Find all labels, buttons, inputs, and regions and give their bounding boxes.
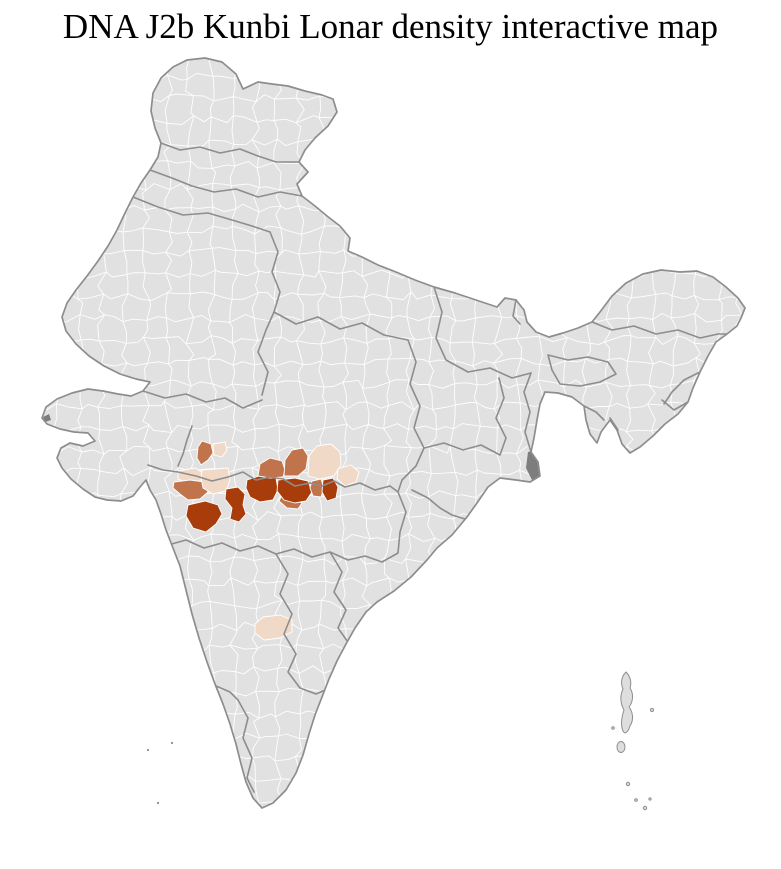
kutch-marsh-patch [43, 414, 51, 422]
district-density-mid[interactable] [196, 440, 214, 466]
district-density-mid[interactable] [172, 479, 209, 501]
district-density-low[interactable] [254, 614, 293, 641]
district-density-mid[interactable] [283, 447, 309, 477]
lakshadweep-islands [146, 741, 174, 805]
district-density-low[interactable] [307, 443, 342, 480]
india-landmass[interactable] [42, 58, 745, 808]
district-density-low[interactable] [336, 464, 360, 487]
district-density-low[interactable] [200, 467, 231, 495]
page-title: DNA J2b Kunbi Lonar density interactive … [62, 7, 719, 46]
district-density-low[interactable] [212, 441, 228, 458]
district-density-high[interactable] [185, 500, 223, 533]
district-density-high[interactable] [224, 486, 247, 523]
density-districts [172, 440, 360, 641]
district-density-low[interactable] [177, 467, 203, 484]
andaman-nicobar-islands [611, 671, 655, 811]
